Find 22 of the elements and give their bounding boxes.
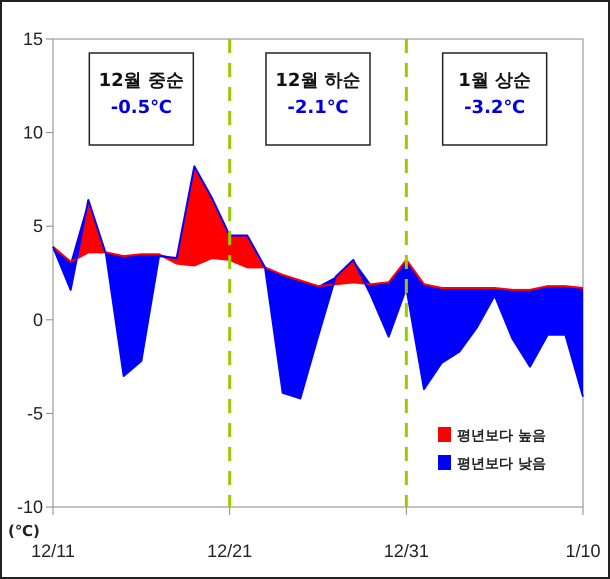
note-box: 12월 중순 -0.5℃ [88, 52, 194, 146]
legend-label: 평년보다 낮음 [457, 456, 546, 472]
y-tick-label: 0 [32, 310, 43, 330]
y-tick-label: 5 [32, 216, 43, 236]
annotation: -0.5℃ [110, 97, 172, 118]
y-tick-label: 10 [22, 122, 43, 143]
annotation: 12월 중순 [98, 70, 184, 91]
x-tick-label: 12/11 [31, 541, 75, 561]
x-tick-label: 12/31 [384, 541, 429, 561]
annotation: -2.1℃ [287, 97, 349, 118]
annotation: 12월 하순 [275, 70, 361, 91]
x-tick-label: 1/10 [565, 541, 601, 561]
note-box: 12월 하순 -2.1℃ [265, 52, 371, 146]
y-tick-label: 15 [22, 29, 43, 49]
note-box: 1월 상순 -3.2℃ [442, 52, 548, 146]
legend-label: 평년보다 높음 [457, 428, 546, 444]
y-tick-label: -10 [16, 497, 43, 517]
x-tick-label: 12/21 [207, 541, 252, 561]
annotation: 1월 상순 [458, 70, 532, 91]
y-tick-label: -5 [26, 403, 43, 424]
annotation: -3.2℃ [464, 97, 526, 118]
y-axis-title: (℃) [8, 522, 40, 540]
